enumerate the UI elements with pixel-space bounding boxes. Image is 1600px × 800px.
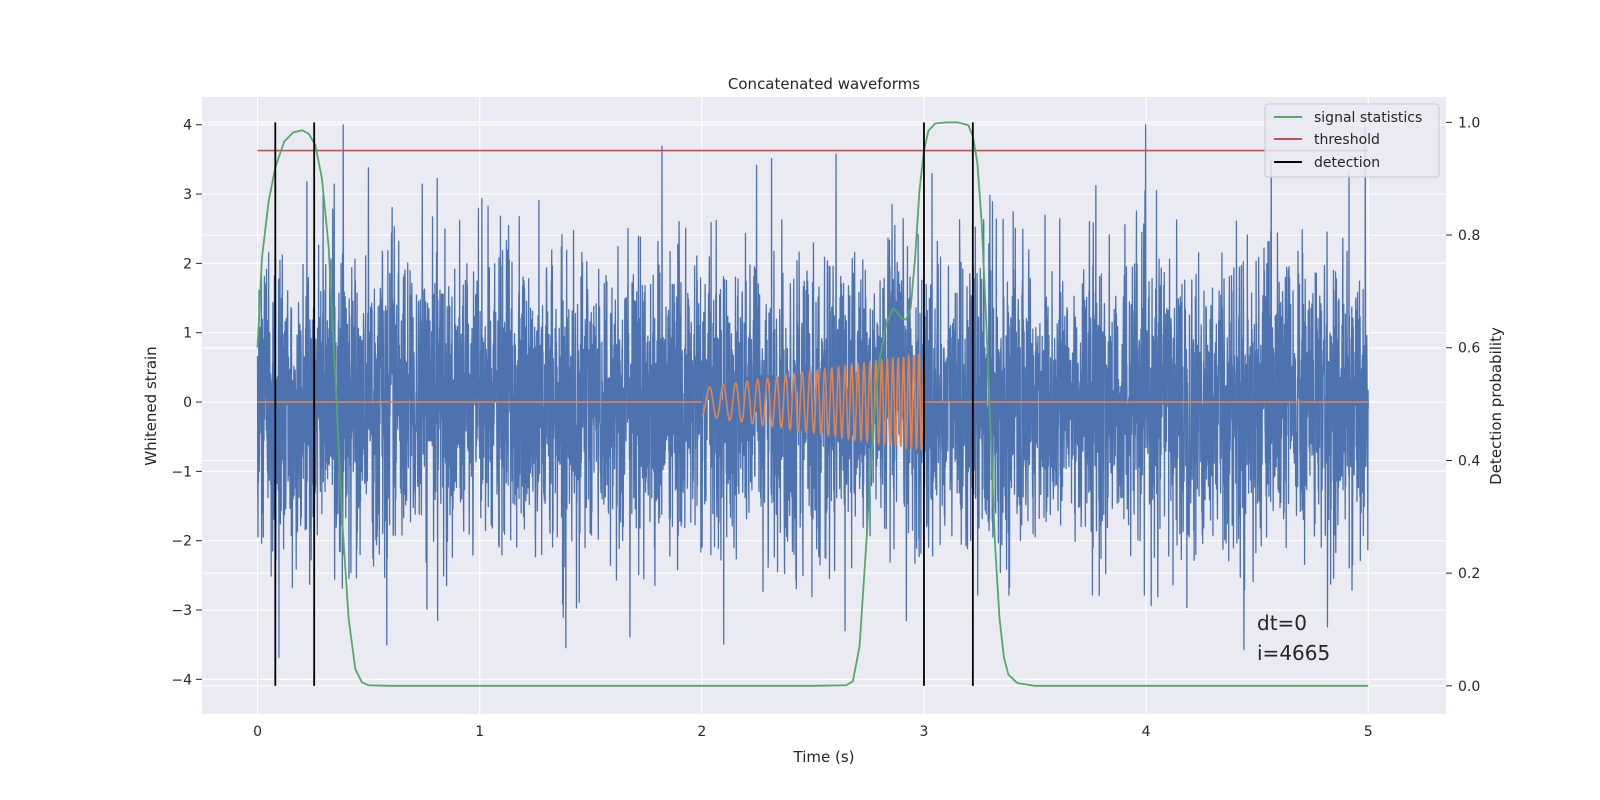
axis-ticks: 0 1 2 3 4 5 −4 −3 −2 −1 0 1 2 3 4 0.0 0.2 0.4 0.6 0.8 1.0: [171, 115, 1480, 740]
y2-tick-label: 0.4: [1458, 453, 1480, 469]
y2-tick-label: 1.0: [1458, 115, 1480, 131]
y2-axis-label: Detection probability: [1487, 327, 1505, 485]
legend-box: [1264, 103, 1440, 178]
legend-label-detection: detection: [1314, 155, 1380, 171]
y2-tick-label: 0.0: [1458, 679, 1480, 695]
y-tick-label: 4: [183, 118, 192, 134]
detection-series: [274, 122, 974, 686]
annotation-i: i=4665: [1257, 641, 1330, 665]
strain-series: [256, 124, 1369, 659]
signal-statistics-line: [256, 121, 1369, 687]
y2-tick-label: 0.8: [1458, 228, 1480, 244]
x-tick-label: 3: [920, 724, 929, 740]
x-tick-label: 1: [475, 724, 484, 740]
y-tick-label: −4: [171, 672, 192, 688]
chart-title: Concatenated waveforms: [728, 75, 920, 93]
x-tick-label: 5: [1364, 724, 1373, 740]
legend-label-threshold: threshold: [1314, 132, 1380, 148]
legend: signal statistics threshold detection: [1264, 103, 1440, 178]
y-tick-label: 0: [183, 395, 192, 411]
y-tick-label: −1: [171, 464, 192, 480]
y2-tick-label: 0.6: [1458, 341, 1480, 357]
y-tick-label: 3: [183, 187, 192, 203]
x-axis-label: Time (s): [793, 748, 855, 766]
legend-label-signal-statistics: signal statistics: [1314, 110, 1422, 126]
y-tick-label: 2: [183, 256, 192, 272]
signal-statistics-series: [256, 121, 1369, 687]
annotation-dt: dt=0: [1257, 611, 1307, 635]
y-tick-label: −3: [171, 603, 192, 619]
injected-waveform-line: [701, 352, 925, 452]
x-tick-label: 0: [253, 724, 262, 740]
y-tick-label: 1: [183, 326, 192, 342]
strain-line: [256, 124, 1369, 659]
y-axis-label: Whitened strain: [142, 346, 160, 465]
x-tick-label: 2: [697, 724, 706, 740]
y2-tick-label: 0.2: [1458, 566, 1480, 582]
injected-waveform-series: [257, 352, 1369, 452]
x-tick-label: 4: [1142, 724, 1151, 740]
y-tick-label: −2: [171, 534, 192, 550]
